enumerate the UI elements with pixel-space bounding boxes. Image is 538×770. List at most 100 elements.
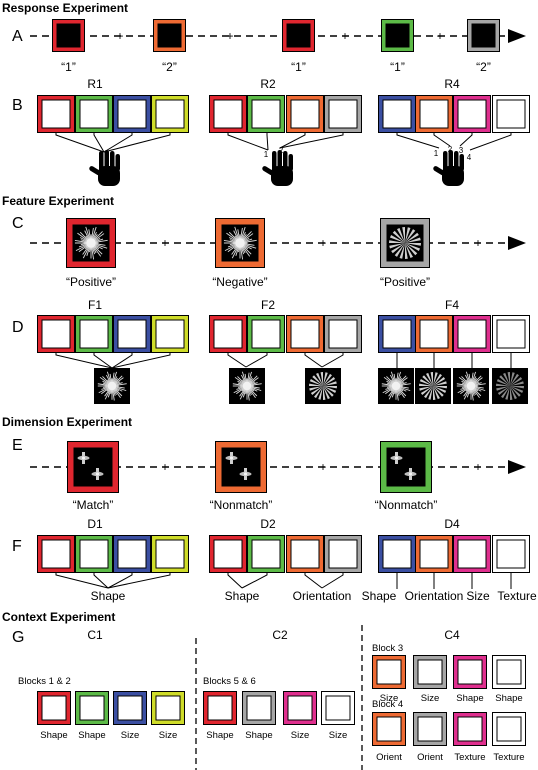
mapping-f: F1 F2 F4 xyxy=(37,298,530,404)
group-title-f2: F2 xyxy=(261,298,275,312)
color-square xyxy=(242,691,276,725)
fixation-cross: + xyxy=(341,29,348,43)
block-label-c4-4: Block 4 xyxy=(372,699,403,710)
dimension-label: Size xyxy=(466,589,490,603)
group-title-r4: R4 xyxy=(444,77,460,91)
timeline-e: “Match” “Nonmatch” “Nonmatch” + + + xyxy=(30,441,526,512)
color-square xyxy=(415,535,453,573)
color-square xyxy=(415,315,453,353)
trial-items-a: + “1” + “2” + “1” + “1” + “2” + + + + xyxy=(52,19,500,74)
squares-g: Shape Shape Size Size Shape Shape Size Size Size… xyxy=(37,655,526,763)
color-square xyxy=(324,315,362,353)
squares-r xyxy=(37,95,530,133)
color-square xyxy=(75,535,113,573)
context-label: Size xyxy=(291,730,309,741)
fixation-cross: + xyxy=(480,30,487,44)
color-square xyxy=(37,315,75,353)
finger-label: 1 xyxy=(264,150,269,159)
dimension-stimulus xyxy=(77,452,104,480)
response-label: “Positive” xyxy=(380,275,430,289)
color-square xyxy=(453,95,491,133)
color-square xyxy=(286,315,324,353)
timeline-a-arrow xyxy=(508,29,526,43)
context-label: Size xyxy=(329,730,347,741)
spiky-stimulus xyxy=(223,226,257,260)
color-square xyxy=(324,535,362,573)
context-label: Size xyxy=(121,730,139,741)
response-label: “Negative” xyxy=(212,275,267,289)
color-square xyxy=(453,315,491,353)
context-title: Context Experiment xyxy=(2,610,115,624)
dimension-label: Texture xyxy=(497,589,537,603)
color-square xyxy=(37,535,75,573)
color-square xyxy=(415,95,453,133)
feature-title: Feature Experiment xyxy=(2,194,114,208)
context-panel: C1 C2 C4 Blocks 1 & 2 Blocks 5 & 6 Block… xyxy=(18,625,526,770)
response-label: “Nonmatch” xyxy=(375,498,438,512)
response-label: “1” xyxy=(390,60,405,74)
group-title-d1: D1 xyxy=(87,517,103,531)
hand-icon xyxy=(262,150,293,186)
group-title-c4: C4 xyxy=(444,628,460,642)
finger-label: 2 xyxy=(448,145,453,154)
color-square xyxy=(413,712,447,746)
context-label: Shape xyxy=(206,730,233,741)
dimension-label: Orientation xyxy=(405,589,464,603)
timeline-c-arrow xyxy=(508,236,526,250)
color-square xyxy=(113,315,151,353)
squares-d xyxy=(37,535,530,573)
dimension-label: Shape xyxy=(91,589,126,603)
context-label: Shape xyxy=(245,730,272,741)
dimension-label: Orientation xyxy=(293,589,352,603)
color-square xyxy=(453,712,487,746)
timeline-e-arrow xyxy=(508,460,526,474)
trial-square xyxy=(52,19,85,52)
group-title-r1: R1 xyxy=(87,77,103,91)
response-label: “Positive” xyxy=(66,275,116,289)
color-square xyxy=(75,315,113,353)
group-title-f1: F1 xyxy=(88,298,102,312)
spiky-stimulus xyxy=(381,371,411,401)
color-square xyxy=(453,535,491,573)
fixation-cross: + xyxy=(161,460,168,474)
panel-label-f: F xyxy=(12,538,22,555)
dimension-title: Dimension Experiment xyxy=(2,415,132,429)
response-title: Response Experiment xyxy=(2,1,128,15)
group-title-d2: D2 xyxy=(260,517,276,531)
trial-square xyxy=(67,441,119,493)
color-square xyxy=(378,315,416,353)
block-label-c2: Blocks 5 & 6 xyxy=(203,676,256,687)
group-title-c1: C1 xyxy=(87,628,103,642)
color-square xyxy=(151,95,189,133)
color-square xyxy=(151,535,189,573)
context-label: Orient xyxy=(417,752,443,763)
mapping-r: R1 R2 R4 1 2 1 2 3 4 xyxy=(37,77,530,186)
mapping-d: D1 D2 D4 Shape Shape Orientation Shape O… xyxy=(37,517,537,603)
fixation-cross: + xyxy=(295,30,302,44)
block-label-c1: Blocks 1 & 2 xyxy=(18,676,71,687)
context-label: Texture xyxy=(493,752,524,763)
block-label-c4-3: Block 3 xyxy=(372,643,403,654)
fixation-cross: + xyxy=(474,460,481,474)
color-square xyxy=(286,535,324,573)
trial-square xyxy=(282,19,315,52)
response-label: “Match” xyxy=(73,498,114,512)
context-label: Size xyxy=(421,693,439,704)
dimension-label: Shape xyxy=(225,589,260,603)
color-square xyxy=(492,95,530,133)
color-square xyxy=(492,315,530,353)
group-title-d4: D4 xyxy=(444,517,460,531)
response-label: “2” xyxy=(162,60,177,74)
fixation-cross: + xyxy=(319,460,326,474)
finger-label: 3 xyxy=(459,146,464,155)
color-square xyxy=(286,95,324,133)
color-square xyxy=(209,95,247,133)
connectors-r xyxy=(55,133,512,153)
fixation-cross: + xyxy=(394,30,401,44)
fixation-cross: + xyxy=(319,236,326,250)
hand-icon xyxy=(433,150,464,186)
trial-items-c: “Positive” “Negative” “Positive” + + + xyxy=(66,218,482,289)
fixation-cross: + xyxy=(166,30,173,44)
trial-square xyxy=(380,441,432,493)
